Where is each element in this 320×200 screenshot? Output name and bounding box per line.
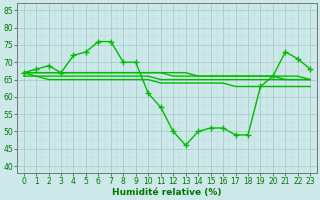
X-axis label: Humidité relative (%): Humidité relative (%) (112, 188, 222, 197)
